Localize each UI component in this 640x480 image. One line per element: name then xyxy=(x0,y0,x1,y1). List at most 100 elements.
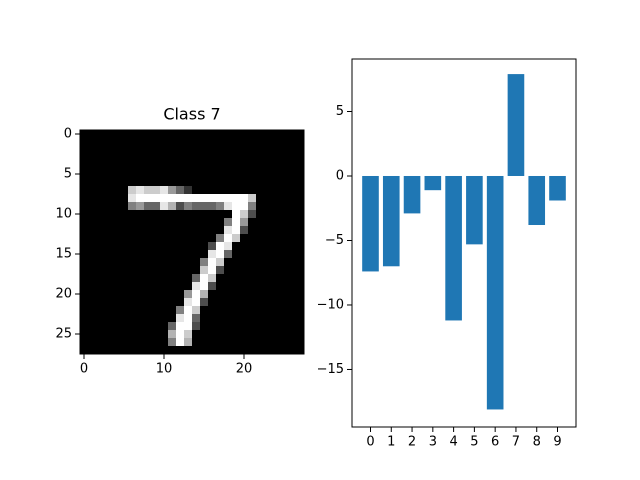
pixel xyxy=(264,274,273,283)
pixel xyxy=(280,234,289,243)
pixel xyxy=(136,218,145,227)
pixel xyxy=(264,186,273,195)
pixel xyxy=(88,322,97,331)
pixel xyxy=(256,306,265,315)
pixel xyxy=(256,322,265,331)
pixel xyxy=(120,330,129,339)
pixel xyxy=(120,162,129,171)
pixel xyxy=(176,234,185,243)
pixel xyxy=(120,178,129,187)
pixel xyxy=(176,130,185,139)
pixel xyxy=(256,138,265,147)
pixel xyxy=(104,298,113,307)
pixel xyxy=(216,226,225,235)
pixel xyxy=(208,274,217,283)
pixel xyxy=(208,314,217,323)
pixel xyxy=(256,234,265,243)
pixel xyxy=(184,282,193,291)
pixel xyxy=(208,202,217,211)
pixel xyxy=(240,194,249,203)
pixel xyxy=(216,202,225,211)
pixel xyxy=(184,178,193,187)
pixel xyxy=(152,162,161,171)
pixel xyxy=(144,186,153,195)
pixel xyxy=(272,162,281,171)
pixel xyxy=(168,162,177,171)
pixel xyxy=(280,194,289,203)
pixel xyxy=(152,338,161,347)
x-tick-label: 6 xyxy=(491,435,499,450)
pixel xyxy=(112,202,121,211)
pixel xyxy=(296,170,305,179)
pixel xyxy=(224,146,233,155)
pixel xyxy=(232,154,241,163)
x-tick-label: 9 xyxy=(553,435,561,450)
pixel xyxy=(248,330,257,339)
pixel xyxy=(160,290,169,299)
pixel xyxy=(256,186,265,195)
pixel xyxy=(296,194,305,203)
pixel xyxy=(128,146,137,155)
pixel xyxy=(136,138,145,147)
pixel xyxy=(88,186,97,195)
pixel xyxy=(264,234,273,243)
pixel xyxy=(200,130,209,139)
pixel xyxy=(256,218,265,227)
pixel xyxy=(296,186,305,195)
pixel xyxy=(136,266,145,275)
pixel xyxy=(120,290,129,299)
pixel xyxy=(240,306,249,315)
pixel xyxy=(192,130,201,139)
pixel xyxy=(288,306,297,315)
pixel xyxy=(232,306,241,315)
pixel xyxy=(112,210,121,219)
pixel xyxy=(224,250,233,259)
pixel xyxy=(96,266,105,275)
pixel xyxy=(296,346,305,355)
y-tick-label: 15 xyxy=(55,247,72,262)
pixel xyxy=(272,250,281,259)
pixel xyxy=(160,306,169,315)
pixel xyxy=(256,290,265,299)
pixel xyxy=(152,218,161,227)
pixel xyxy=(280,290,289,299)
pixel xyxy=(264,146,273,155)
x-tick-label: 0 xyxy=(80,362,88,377)
pixel xyxy=(280,202,289,211)
pixel xyxy=(200,290,209,299)
pixel xyxy=(168,146,177,155)
pixel xyxy=(256,154,265,163)
pixel xyxy=(120,258,129,267)
pixel xyxy=(272,210,281,219)
pixel xyxy=(192,218,201,227)
pixel xyxy=(192,226,201,235)
pixel xyxy=(192,146,201,155)
pixel xyxy=(264,194,273,203)
pixel xyxy=(200,170,209,179)
pixel xyxy=(120,346,129,355)
pixel xyxy=(280,338,289,347)
pixel xyxy=(88,306,97,315)
pixel xyxy=(232,194,241,203)
pixel xyxy=(240,250,249,259)
pixel xyxy=(144,218,153,227)
pixel xyxy=(288,266,297,275)
pixel xyxy=(232,210,241,219)
pixel xyxy=(216,306,225,315)
pixel xyxy=(208,258,217,267)
pixel xyxy=(288,130,297,139)
pixel xyxy=(80,242,89,251)
y-tick-label: 5 xyxy=(64,167,72,182)
pixel xyxy=(288,330,297,339)
pixel xyxy=(232,226,241,235)
pixel xyxy=(248,146,257,155)
pixel xyxy=(104,178,113,187)
pixel xyxy=(248,130,257,139)
pixel xyxy=(224,178,233,187)
pixel xyxy=(288,258,297,267)
pixel xyxy=(176,162,185,171)
pixel xyxy=(168,234,177,243)
pixel xyxy=(232,338,241,347)
pixel xyxy=(200,138,209,147)
